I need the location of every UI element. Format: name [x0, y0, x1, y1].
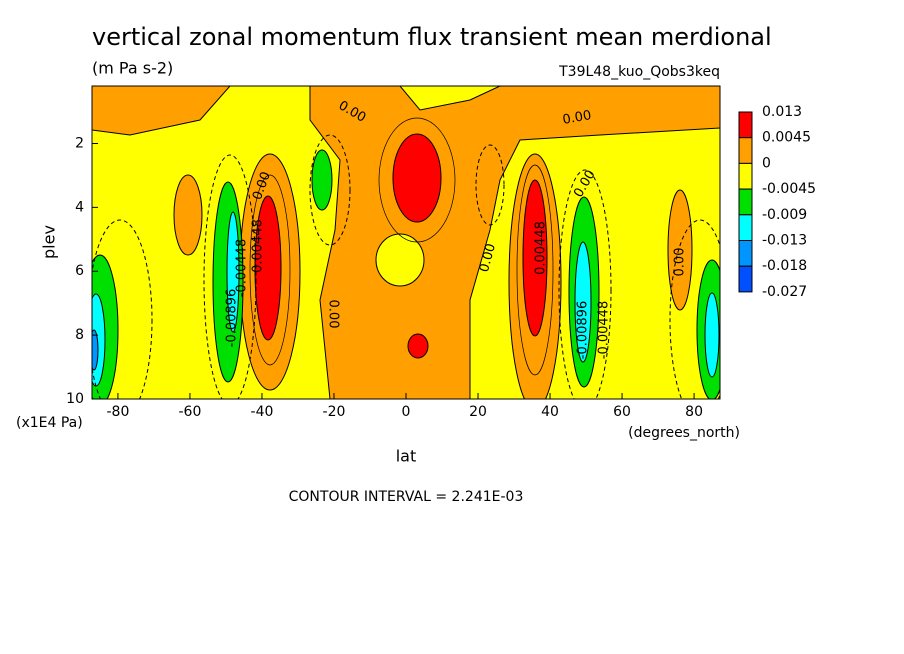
contour-label: 0.00 — [673, 248, 688, 277]
x-tick-label: -20 — [323, 404, 346, 420]
y-axis-label: plev — [40, 225, 59, 259]
contour-label: 0.00 — [477, 242, 499, 274]
y-tick-label: 6 — [75, 263, 84, 279]
x-units: (degrees_north) — [628, 425, 740, 441]
y-tick-label: 4 — [75, 199, 84, 215]
x-tick-label: 80 — [685, 404, 703, 420]
y-tick-label: 2 — [75, 135, 84, 151]
y-tick-label: 10 — [66, 391, 84, 407]
contour-label: 0.00 — [326, 300, 341, 329]
colorbar-swatch — [738, 240, 753, 267]
contour-label: 0.00448 — [534, 221, 549, 275]
colorbar-label: -0.018 — [762, 258, 807, 274]
contour-label: -0.00448 — [235, 239, 250, 297]
colorbar-label: -0.009 — [762, 207, 807, 223]
colorbar-swatch — [738, 214, 753, 242]
colorbar-label: -0.027 — [762, 284, 807, 300]
x-tick-label: 40 — [541, 404, 559, 420]
contour-field — [92, 86, 720, 399]
colorbar-swatch — [738, 188, 753, 216]
contour-label: -0.00448 — [597, 301, 612, 359]
colorbar-label: 0 — [762, 155, 771, 171]
colorbar-label: 0.0045 — [762, 130, 811, 146]
contour-label: 0.00 — [561, 108, 592, 128]
colorbar-label: -0.0045 — [762, 181, 816, 197]
chart-title: vertical zonal momentum flux transient m… — [92, 23, 772, 51]
colorbar-swatch — [738, 162, 753, 190]
x-tick-label: -40 — [251, 404, 274, 420]
y-tick-label: 8 — [75, 327, 84, 343]
colorbar-label: -0.013 — [762, 233, 807, 249]
contour-label: 0.00448 — [251, 219, 266, 273]
x-tick-label: 0 — [402, 404, 411, 420]
colorbar-swatch — [738, 111, 753, 139]
colorbar-swatch — [738, 265, 753, 293]
colorbar-label: 0.013 — [762, 104, 802, 120]
dataset-label: T39L48_kuo_Qobs3keq — [558, 64, 720, 80]
x-tick-label: 20 — [469, 404, 487, 420]
x-tick-label: -80 — [106, 404, 129, 420]
footer-note: CONTOUR INTERVAL = 2.241E-03 — [289, 489, 524, 505]
subtitle: (m Pa s-2) — [92, 59, 173, 78]
y-units: (x1E4 Pa) — [16, 415, 83, 431]
contour-label: -0.00896 — [576, 301, 591, 359]
x-axis-label: lat — [396, 447, 417, 466]
x-tick-label: 60 — [613, 404, 631, 420]
x-tick-label: -60 — [179, 404, 202, 420]
contour-label: -0.00896 — [225, 289, 240, 347]
colorbar-swatch — [738, 137, 753, 164]
